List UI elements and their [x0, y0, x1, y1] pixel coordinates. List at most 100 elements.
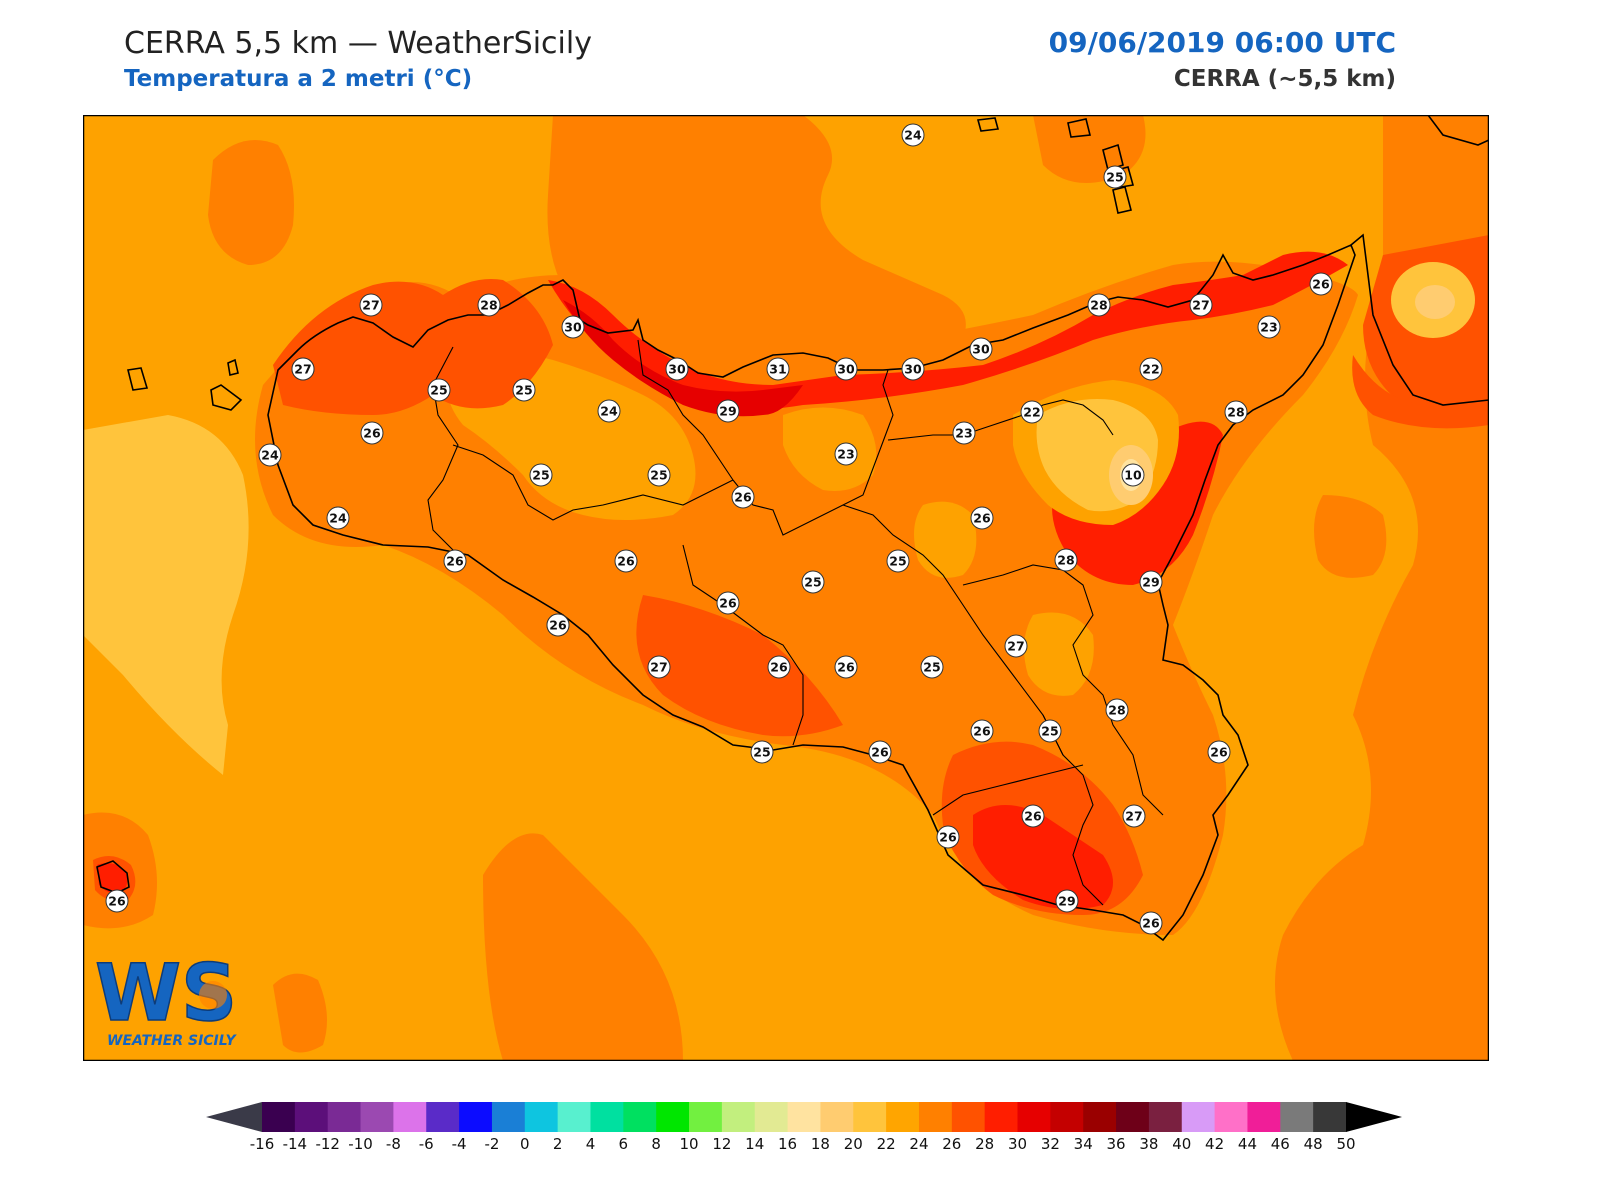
- temperature-map: 24 25 27 27 27 28 30 30 31 30 30 30 28 27 26 23 22 22 28 10…: [83, 115, 1489, 1061]
- point-value: 25: [889, 554, 906, 569]
- colorbar-tick-label: -14: [282, 1135, 308, 1153]
- point-marker: [427, 378, 451, 402]
- colorbar-tick-label: 2: [552, 1135, 563, 1153]
- colorbar-over-arrow: [1346, 1102, 1402, 1132]
- colorbar-swatch: [984, 1102, 1019, 1132]
- point-marker: [105, 889, 129, 913]
- point-value: 23: [955, 426, 972, 441]
- point-value: 25: [430, 383, 447, 398]
- colorbar-tick-label: 44: [1237, 1135, 1257, 1153]
- point-value: 25: [650, 468, 667, 483]
- point-marker: [970, 719, 994, 743]
- point-value: 30: [972, 342, 990, 357]
- colorbar-swatch: [393, 1102, 427, 1132]
- colorbar-tick-label: 12: [712, 1135, 732, 1153]
- point-marker: [597, 399, 621, 423]
- point-value: 26: [446, 554, 464, 569]
- colorbar-tick-label: -8: [385, 1135, 401, 1153]
- colorbar-swatch: [524, 1102, 559, 1132]
- point-marker: [1054, 548, 1078, 572]
- coastline: [96, 115, 1489, 942]
- point-marker: [546, 613, 570, 637]
- point-marker: [1207, 740, 1231, 764]
- point-value: 10: [1124, 468, 1142, 483]
- map-title: CERRA 5,5 km — WeatherSicily: [124, 26, 592, 61]
- point-marker: [834, 357, 858, 381]
- colorbar-tick-label: 24: [909, 1135, 929, 1153]
- colorbar-tick-label: -12: [315, 1135, 340, 1153]
- point-value: 26: [1024, 809, 1042, 824]
- colorbar-tick-label: 30: [1007, 1135, 1028, 1153]
- colorbar-swatch: [787, 1102, 821, 1132]
- colorbar-tick-label: 34: [1073, 1135, 1093, 1153]
- point-value: 26: [719, 596, 737, 611]
- colorbar-swatch: [1116, 1102, 1150, 1132]
- point-value: 23: [1260, 320, 1277, 335]
- point-value: 28: [480, 298, 497, 313]
- point-marker: [1224, 400, 1248, 424]
- point-value: 25: [804, 575, 821, 590]
- point-value: 26: [939, 830, 957, 845]
- colorbar-swatch: [1050, 1102, 1084, 1132]
- colorbar-swatch: [590, 1102, 624, 1132]
- colorbar-tick-label: 42: [1205, 1135, 1225, 1153]
- colorbar-tick-label: -10: [348, 1135, 373, 1153]
- map-datetime: 09/06/2019 06:00 UTC: [1048, 26, 1396, 59]
- point-value: 26: [973, 724, 991, 739]
- point-value: 26: [871, 745, 889, 760]
- point-value-labels: 24 25 27 27 27 28 30 30 31 30 30 30 28 27 26 23 22 22 28 10…: [105, 123, 1333, 935]
- point-marker: [1121, 463, 1145, 487]
- point-value: 26: [617, 554, 635, 569]
- point-marker: [767, 655, 791, 679]
- colorbar-swatch: [262, 1102, 296, 1132]
- colorbar-tick-label: 40: [1172, 1135, 1192, 1153]
- colorbar-swatch: [754, 1102, 789, 1132]
- point-value: 26: [1142, 916, 1160, 931]
- point-marker: [766, 357, 790, 381]
- model-name: CERRA (~5,5 km): [1173, 66, 1396, 92]
- colorbar-swatches: [262, 1102, 1347, 1132]
- colorbar-swatch: [1313, 1102, 1347, 1132]
- colorbar-swatch: [294, 1102, 329, 1132]
- point-value: 29: [1142, 575, 1159, 590]
- colorbar-tick-label: 48: [1303, 1135, 1323, 1153]
- point-marker: [1139, 570, 1163, 594]
- colorbar-swatch: [656, 1102, 690, 1132]
- point-value: 24: [904, 128, 922, 143]
- point-marker: [1087, 293, 1111, 317]
- colorbar-swatch: [918, 1102, 953, 1132]
- point-marker: [258, 443, 282, 467]
- point-value: 25: [923, 660, 940, 675]
- point-marker: [936, 825, 960, 849]
- point-marker: [952, 421, 976, 445]
- point-value: 29: [719, 404, 736, 419]
- colorbar-tick-label: 18: [810, 1135, 830, 1153]
- point-value: 23: [837, 447, 854, 462]
- point-marker: [561, 315, 585, 339]
- point-marker: [443, 549, 467, 573]
- point-value: 26: [363, 426, 381, 441]
- colorbar-swatch: [721, 1102, 756, 1132]
- point-value: 25: [515, 383, 532, 398]
- colorbar-swatch: [689, 1102, 723, 1132]
- point-marker: [1020, 400, 1044, 424]
- colorbar-tick-label: 32: [1040, 1135, 1060, 1153]
- colorbar-swatch: [820, 1102, 854, 1132]
- point-value: 28: [1057, 553, 1074, 568]
- point-value: 31: [769, 362, 786, 377]
- colorbar-swatch: [1280, 1102, 1314, 1132]
- point-marker: [1122, 804, 1146, 828]
- point-value: 30: [904, 362, 922, 377]
- point-marker: [360, 421, 384, 445]
- weather-sicily-logo: WS WEATHER SICILY: [94, 948, 238, 1049]
- point-marker: [1055, 889, 1079, 913]
- point-value: 27: [362, 298, 379, 313]
- colorbar-tick-label: 14: [745, 1135, 765, 1153]
- colorbar-tick-label: 10: [679, 1135, 699, 1153]
- point-value: 25: [753, 745, 770, 760]
- point-value: 26: [973, 511, 991, 526]
- colorbar-tick-label: -6: [418, 1135, 434, 1153]
- colorbar-swatch: [1214, 1102, 1248, 1132]
- point-marker: [1004, 634, 1028, 658]
- point-marker: [512, 378, 536, 402]
